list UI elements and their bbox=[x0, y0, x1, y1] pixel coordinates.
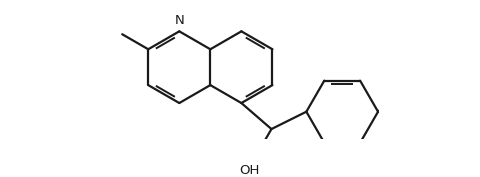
Text: OH: OH bbox=[240, 164, 260, 177]
Text: N: N bbox=[174, 14, 184, 27]
